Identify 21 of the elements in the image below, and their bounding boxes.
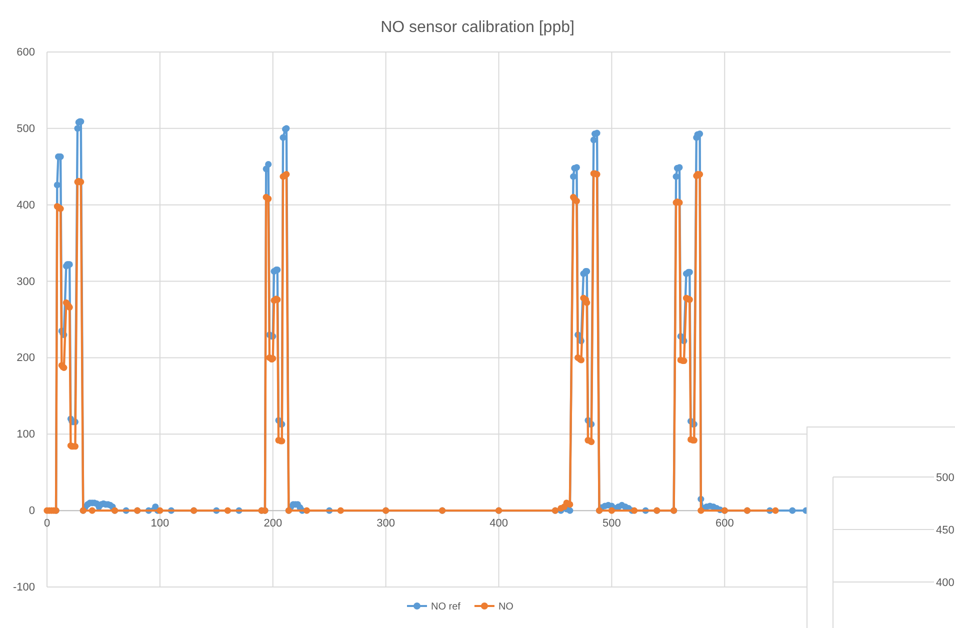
y-tick-label: 0: [28, 505, 35, 518]
legend-label: NO ref: [431, 602, 461, 612]
x-tick-label: 0: [44, 517, 50, 530]
x-tick-label: 200: [264, 517, 282, 530]
y-tick-label: 200: [16, 352, 35, 364]
y-tick-label: 500: [16, 122, 35, 135]
chart-title: NO sensor calibration [ppb]: [380, 19, 574, 36]
x-tick-label: 500: [602, 517, 621, 530]
y-tick-label: 400: [16, 199, 35, 212]
y-tick-label: 300: [16, 276, 35, 288]
annotation: 450: [936, 524, 954, 536]
x-tick-label: 400: [490, 517, 508, 530]
y-tick-label: 600: [16, 46, 35, 59]
annotation: 400: [936, 577, 954, 589]
y-tick-label: 100: [16, 428, 35, 441]
x-tick-label: 100: [150, 517, 170, 530]
x-tick-label: 300: [376, 517, 395, 530]
legend-label: NO: [498, 602, 514, 612]
y-tick-label: -100: [12, 582, 35, 594]
annotation: 500: [936, 472, 954, 484]
x-tick-label: 600: [715, 517, 734, 530]
